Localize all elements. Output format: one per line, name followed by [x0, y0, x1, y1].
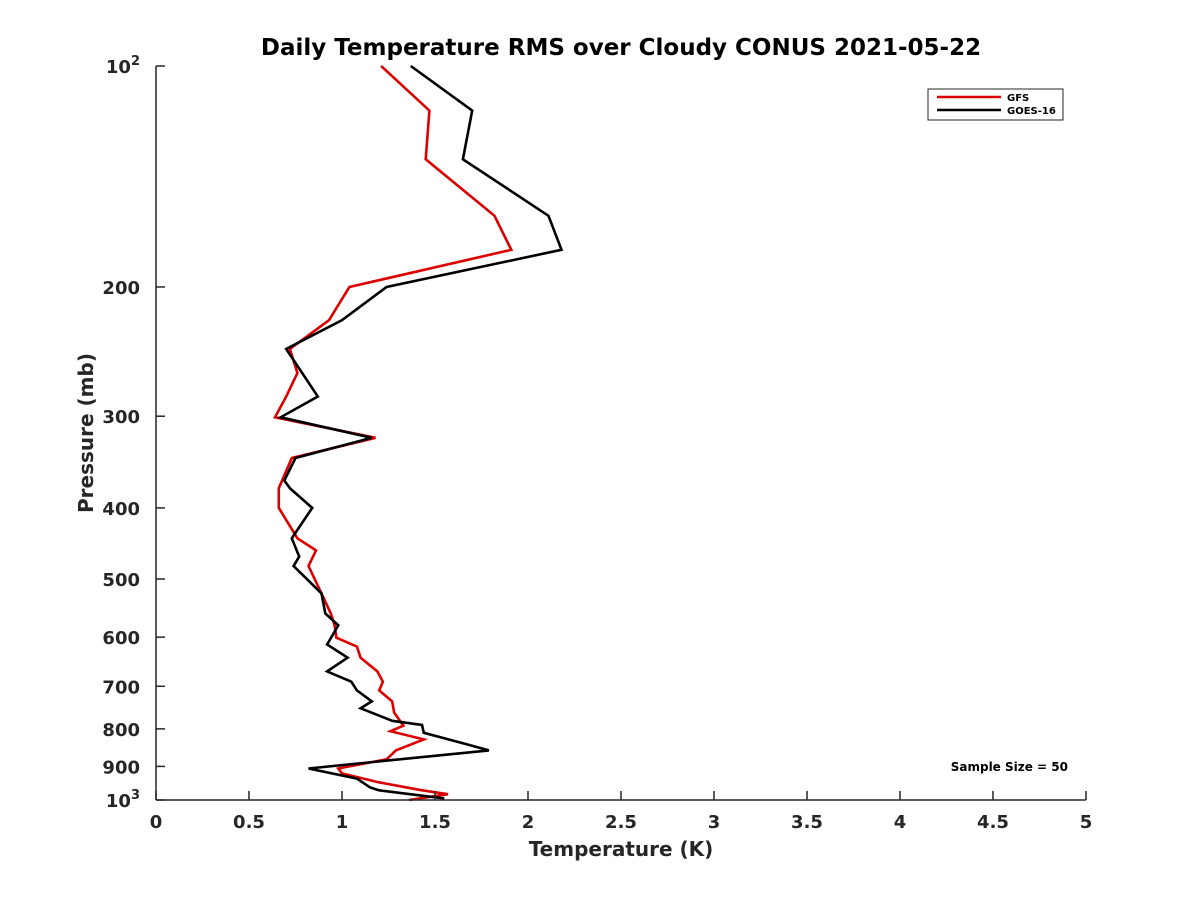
legend-label-gfs: GFS	[1007, 93, 1029, 104]
legend-label-goes16: GOES-16	[1007, 106, 1056, 117]
x-tick-label: 5	[1080, 812, 1093, 833]
x-tick-label: 1.5	[419, 812, 451, 833]
y-axis-label: Pressure (mb)	[74, 353, 98, 513]
x-tick-label: 4.5	[977, 812, 1009, 833]
y-tick-label: 103	[106, 788, 140, 812]
y-tick-label: 700	[102, 677, 140, 698]
x-tick-label: 0.5	[233, 812, 265, 833]
y-tick-label: 900	[102, 757, 140, 778]
y-tick-label: 300	[102, 407, 140, 428]
plot-area	[156, 66, 1086, 800]
x-tick-label: 3	[708, 812, 721, 833]
series-layer	[273, 64, 564, 802]
x-axis-label: Temperature (K)	[529, 837, 714, 861]
legend: GFS GOES-16	[927, 88, 1064, 121]
x-tick-label: 2	[522, 812, 535, 833]
y-tick-label: 600	[102, 628, 140, 649]
legend-box	[927, 88, 1064, 121]
y-tick-exponent: 3	[131, 788, 140, 803]
x-tick-label: 1	[336, 812, 349, 833]
y-tick-label: 200	[102, 278, 140, 299]
x-tick-label: 3.5	[791, 812, 823, 833]
sample-size-annotation: Sample Size = 50	[951, 760, 1068, 774]
y-tick-exponent: 2	[131, 54, 140, 69]
y-tick-label: 400	[102, 499, 140, 520]
y-tick-label: 500	[102, 570, 140, 591]
chart-title: Daily Temperature RMS over Cloudy CONUS …	[261, 35, 981, 61]
y-tick-label: 800	[102, 720, 140, 741]
x-axis-ticks: 0 0.5 1 1.5 2 2.5 3 3.5 4 4.5 5	[150, 791, 1093, 833]
x-tick-label: 0	[150, 812, 163, 833]
x-tick-label: 4	[894, 812, 907, 833]
series-line-goes16	[277, 64, 564, 800]
x-tick-label: 2.5	[605, 812, 637, 833]
